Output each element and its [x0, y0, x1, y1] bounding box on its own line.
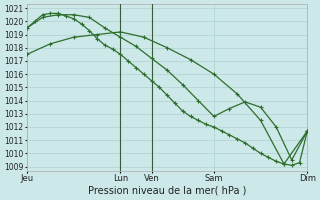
X-axis label: Pression niveau de la mer( hPa ): Pression niveau de la mer( hPa )	[88, 186, 246, 196]
